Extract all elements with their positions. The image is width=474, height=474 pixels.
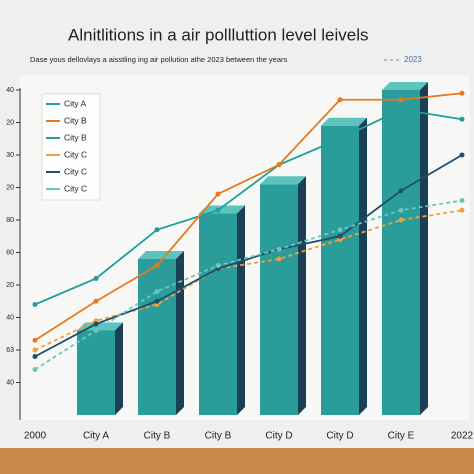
line bbox=[34, 154, 463, 358]
point bbox=[459, 116, 465, 122]
point bbox=[276, 256, 282, 262]
point bbox=[154, 298, 160, 304]
point bbox=[337, 136, 343, 142]
point bbox=[32, 367, 38, 372]
chart-subtitle: Dase yous dellovlays a aisstling ing air… bbox=[30, 55, 287, 64]
point bbox=[215, 207, 221, 213]
bar-top bbox=[321, 117, 367, 126]
x-tick-label: City B bbox=[144, 431, 171, 442]
chart-title: Alnitlitions in a air pollluttion level … bbox=[68, 25, 368, 44]
bar bbox=[382, 90, 420, 415]
y-tick-label: 60 bbox=[6, 249, 14, 256]
y-tick-label: 40 bbox=[6, 87, 14, 94]
point bbox=[32, 347, 38, 353]
y-tick-label: 30 bbox=[6, 152, 14, 159]
y-tick-label: 20 bbox=[6, 184, 14, 191]
y-tick-label: 20 bbox=[6, 282, 14, 289]
point bbox=[337, 233, 343, 239]
bar-side bbox=[176, 251, 184, 415]
x-tick-label: City B bbox=[205, 431, 232, 442]
bar bbox=[199, 213, 237, 415]
y-tick-label: 63 bbox=[6, 347, 14, 354]
bar-side bbox=[359, 117, 367, 415]
legend-label: City B bbox=[64, 115, 87, 125]
point bbox=[32, 337, 38, 343]
line bbox=[34, 209, 463, 351]
x-tick-label: City E bbox=[388, 431, 415, 442]
bar-top bbox=[199, 205, 245, 214]
y-tick-label: 40 bbox=[6, 379, 14, 386]
point bbox=[337, 227, 343, 233]
bar-top bbox=[260, 176, 306, 185]
point bbox=[398, 97, 404, 103]
point bbox=[93, 276, 99, 281]
line bbox=[34, 199, 463, 371]
bar-side bbox=[115, 322, 123, 415]
point bbox=[154, 263, 160, 268]
bar bbox=[138, 259, 176, 415]
legend-label: City C bbox=[64, 149, 87, 159]
point bbox=[398, 207, 404, 213]
x-tick-label: City A bbox=[83, 431, 109, 442]
point bbox=[398, 188, 404, 194]
line bbox=[34, 108, 463, 306]
annotation: 2023 bbox=[404, 55, 422, 64]
point bbox=[398, 107, 404, 112]
legend-label: City A bbox=[64, 98, 87, 108]
y-tick-label: 20 bbox=[6, 119, 14, 126]
point bbox=[276, 162, 282, 168]
x-tick-label: 2022 bbox=[451, 431, 474, 442]
point bbox=[459, 90, 465, 96]
bar-top bbox=[382, 82, 428, 90]
point bbox=[32, 302, 38, 307]
line bbox=[34, 92, 463, 342]
legend-box bbox=[41, 93, 101, 201]
y-tick-label: 80 bbox=[6, 217, 14, 224]
legend-label: City B bbox=[64, 132, 87, 142]
bar-side bbox=[298, 176, 306, 415]
bar bbox=[260, 184, 298, 415]
x-tick-label: City D bbox=[326, 431, 353, 442]
point bbox=[398, 217, 404, 223]
point bbox=[459, 152, 465, 158]
bar-top bbox=[138, 251, 184, 259]
bar-top bbox=[77, 322, 123, 331]
point bbox=[459, 207, 465, 213]
point bbox=[154, 289, 160, 294]
point bbox=[215, 191, 221, 197]
x-tick-label: 2000 bbox=[24, 431, 47, 442]
bar-side bbox=[420, 82, 428, 415]
point bbox=[337, 97, 343, 103]
point bbox=[93, 328, 99, 333]
legend-label: City C bbox=[64, 166, 87, 176]
point bbox=[93, 321, 99, 327]
point bbox=[32, 354, 38, 359]
point bbox=[215, 263, 221, 268]
point bbox=[154, 227, 160, 233]
point bbox=[459, 198, 465, 203]
bar-side bbox=[237, 205, 245, 415]
point bbox=[93, 298, 99, 304]
y-tick-label: 40 bbox=[6, 314, 14, 321]
bar bbox=[321, 125, 359, 415]
bar bbox=[77, 330, 115, 415]
point bbox=[276, 246, 282, 252]
legend-label: City C bbox=[64, 183, 87, 193]
x-tick-label: City D bbox=[265, 431, 292, 442]
